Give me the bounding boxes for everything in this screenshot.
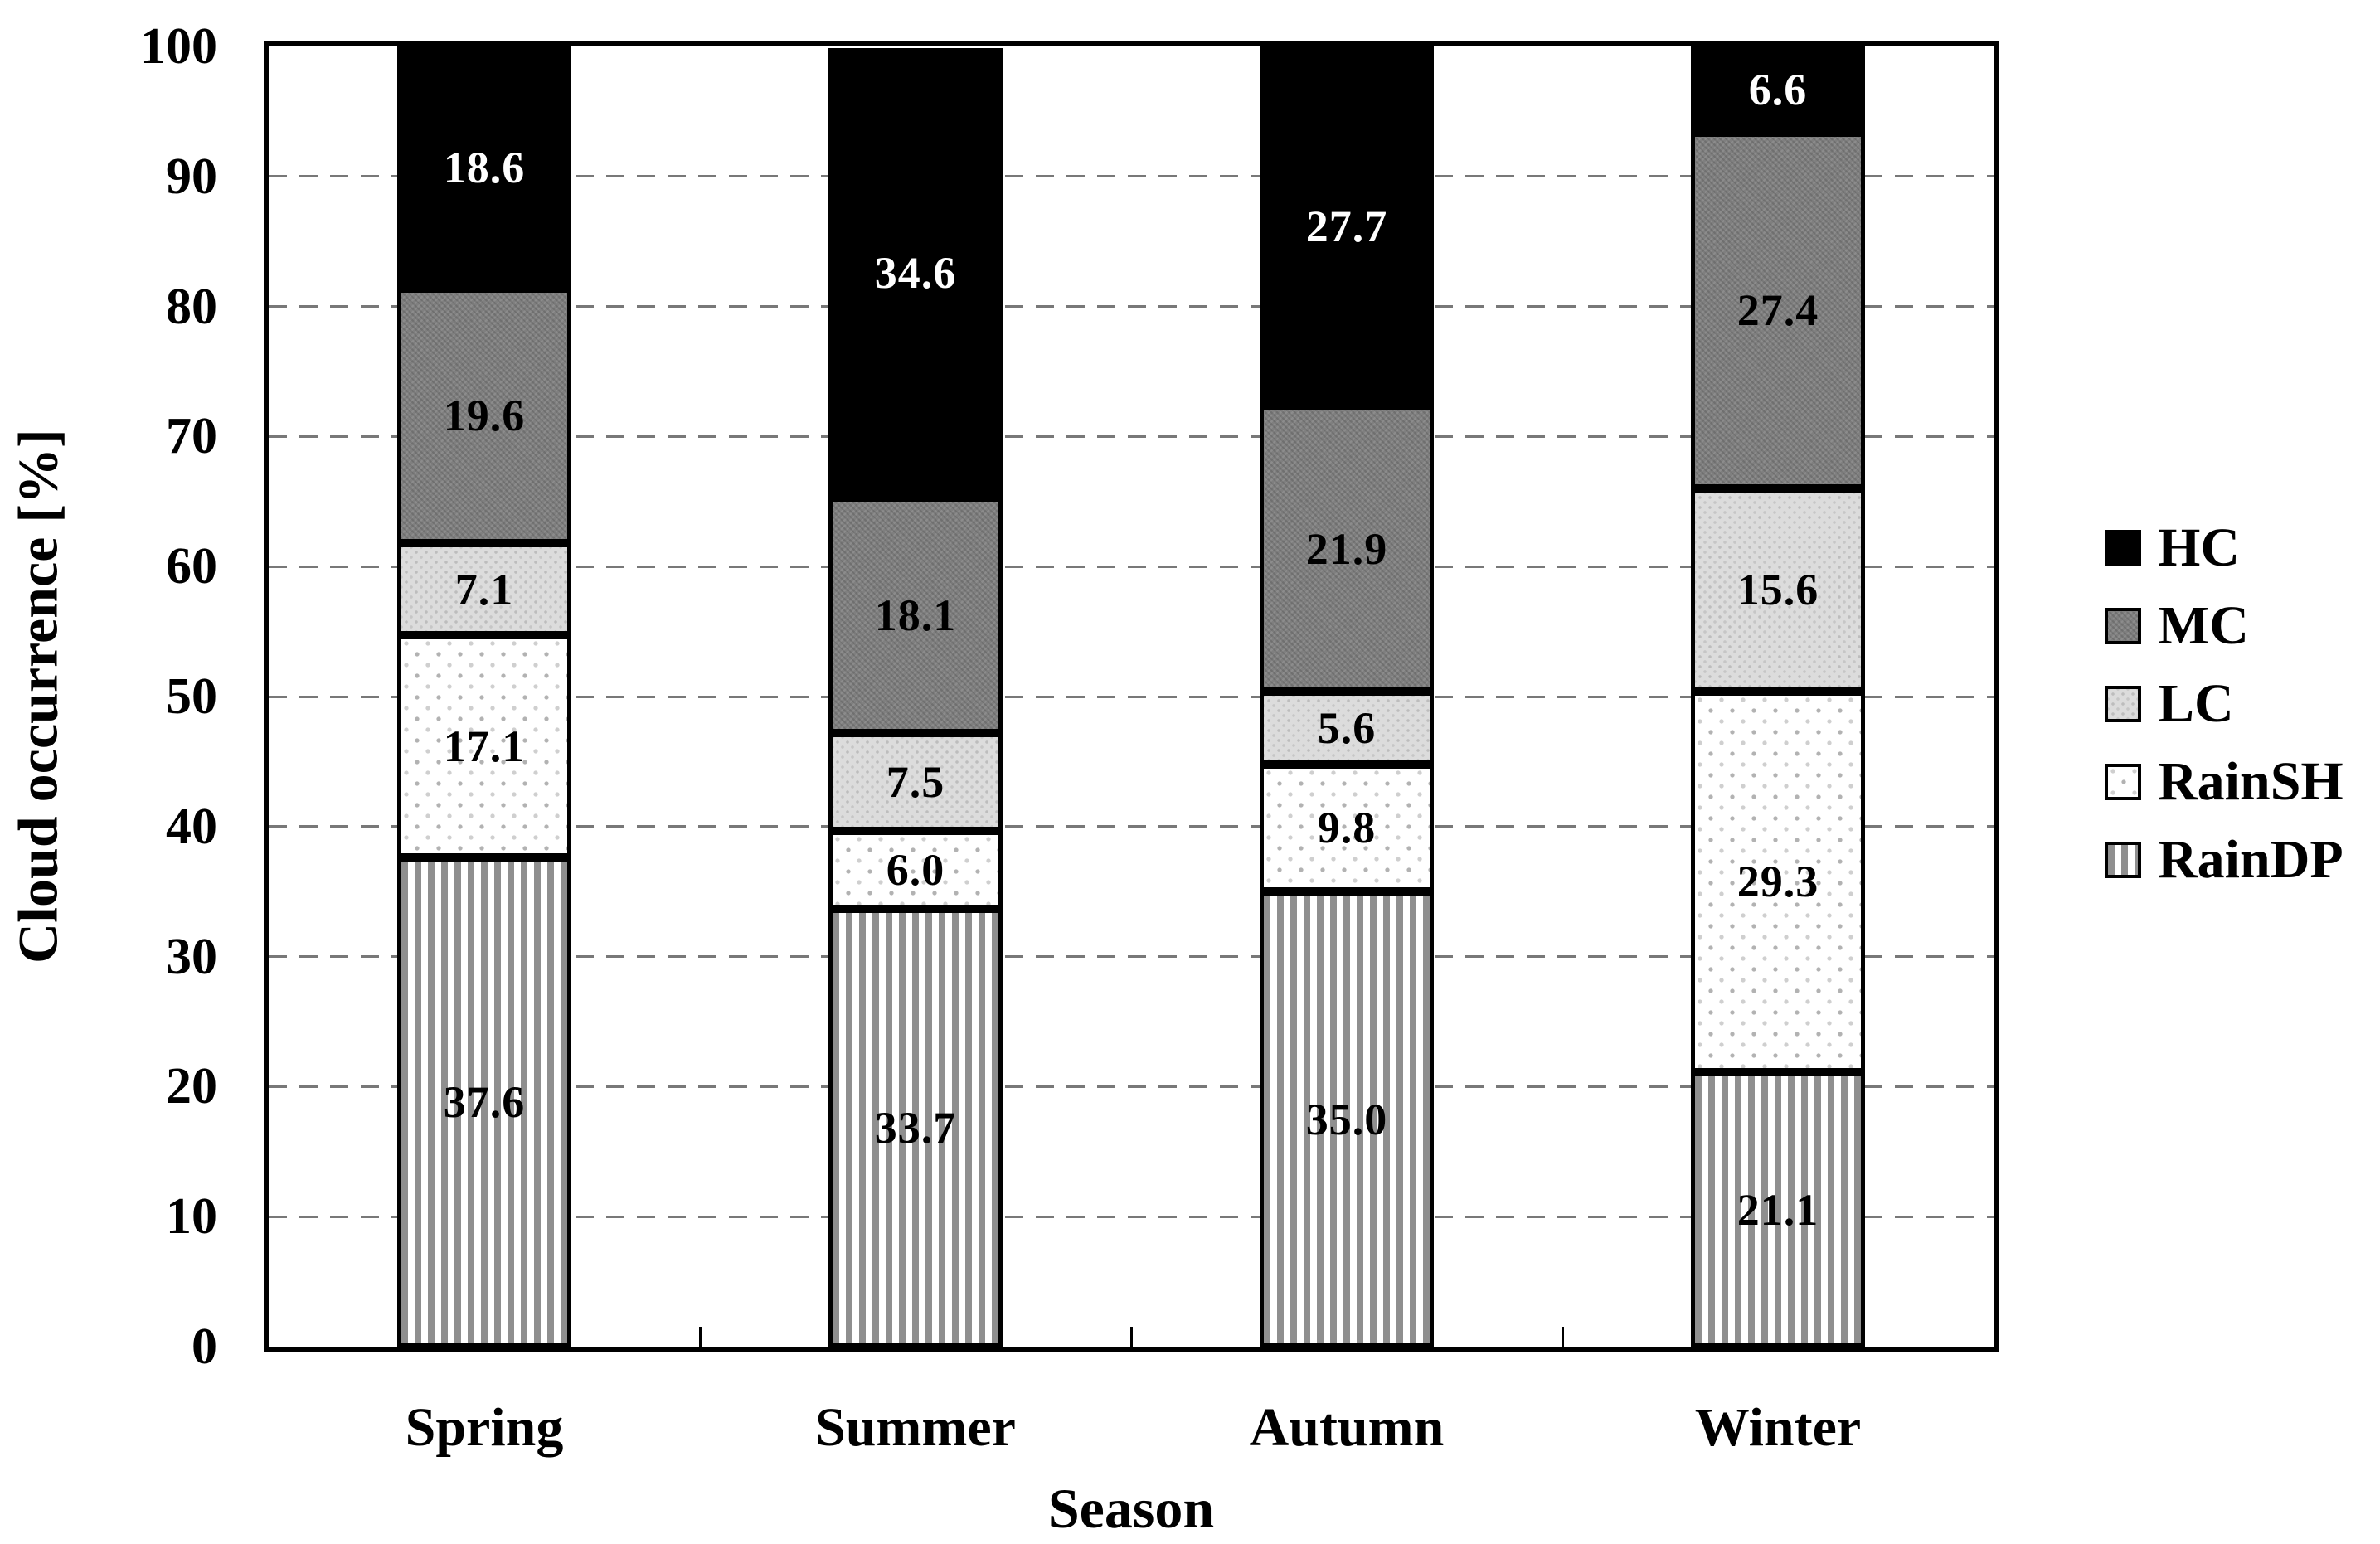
legend-label-RainSH: RainSH bbox=[2158, 751, 2344, 812]
bar-segment-LC-Spring: 7.1 bbox=[397, 543, 571, 636]
segment-value-label: 9.8 bbox=[1317, 803, 1377, 853]
y-tick-label-50: 50 bbox=[166, 668, 217, 725]
bar-segment-MC-Spring: 19.6 bbox=[397, 288, 571, 543]
gridline-20 bbox=[269, 1085, 1994, 1088]
segment-value-label: 7.1 bbox=[454, 564, 514, 614]
bar-segment-RainDP-Spring: 37.6 bbox=[397, 857, 571, 1347]
x-category-label-Spring: Spring bbox=[405, 1397, 564, 1458]
bar-segment-HC-Winter: 6.6 bbox=[1691, 46, 1865, 133]
legend-item-HC: HC bbox=[2105, 521, 2344, 575]
legend-label-MC: MC bbox=[2158, 595, 2249, 656]
x-axis-boundary-tick bbox=[1561, 1327, 1564, 1347]
y-tick-label-90: 90 bbox=[166, 148, 217, 205]
y-tick-label-80: 80 bbox=[166, 278, 217, 335]
bar-segment-RainDP-Summer: 33.7 bbox=[828, 908, 1003, 1347]
bar-segment-RainSH-Winter: 29.3 bbox=[1691, 691, 1865, 1073]
segment-value-label: 29.3 bbox=[1736, 857, 1819, 907]
segment-value-label: 21.9 bbox=[1305, 524, 1388, 575]
legend-item-LC: LC bbox=[2105, 677, 2344, 731]
x-category-label-Autumn: Autumn bbox=[1249, 1397, 1445, 1458]
y-tick-label-70: 70 bbox=[166, 408, 217, 465]
bar-segment-LC-Winter: 15.6 bbox=[1691, 488, 1865, 692]
legend-item-RainSH: RainSH bbox=[2105, 755, 2344, 809]
segment-value-label: 17.1 bbox=[443, 721, 526, 772]
x-axis-boundary-tick bbox=[698, 1327, 702, 1347]
segment-value-label: 37.6 bbox=[443, 1077, 526, 1128]
y-tick-label-20: 20 bbox=[166, 1058, 217, 1115]
legend-swatch-LC bbox=[2105, 686, 2141, 722]
bar-segment-HC-Spring: 18.6 bbox=[397, 46, 571, 289]
gridline-80 bbox=[269, 305, 1994, 308]
bar-segment-MC-Autumn: 21.9 bbox=[1260, 406, 1434, 692]
gridline-60 bbox=[269, 565, 1994, 568]
y-tick-label-10: 10 bbox=[166, 1188, 217, 1245]
segment-value-label: 15.6 bbox=[1736, 565, 1819, 615]
bar-segment-RainSH-Summer: 6.0 bbox=[828, 830, 1003, 909]
x-category-label-Summer: Summer bbox=[815, 1397, 1016, 1458]
bar-segment-RainSH-Autumn: 9.8 bbox=[1260, 764, 1434, 892]
gridline-70 bbox=[269, 435, 1994, 438]
legend-swatch-RainDP bbox=[2105, 842, 2141, 878]
legend-label-HC: HC bbox=[2158, 517, 2240, 578]
y-tick-label-100: 100 bbox=[140, 18, 217, 75]
segment-value-label: 33.7 bbox=[874, 1102, 957, 1153]
segment-value-label: 34.6 bbox=[874, 247, 957, 298]
gridline-30 bbox=[269, 955, 1994, 959]
segment-value-label: 21.1 bbox=[1736, 1184, 1819, 1235]
segment-value-label: 5.6 bbox=[1317, 702, 1377, 753]
legend: HC MC LC RainSH RainDP bbox=[2105, 521, 2344, 917]
segment-value-label: 19.6 bbox=[443, 391, 526, 441]
segment-value-label: 7.5 bbox=[886, 756, 945, 807]
bar-segment-LC-Summer: 7.5 bbox=[828, 732, 1003, 831]
segment-value-label: 27.4 bbox=[1736, 285, 1819, 336]
segment-value-label: 27.7 bbox=[1305, 201, 1388, 252]
x-axis-boundary-tick bbox=[1129, 1327, 1133, 1347]
y-tick-label-0: 0 bbox=[192, 1318, 217, 1375]
x-category-label-Winter: Winter bbox=[1694, 1397, 1862, 1458]
gridline-50 bbox=[269, 695, 1994, 698]
bar-segment-RainSH-Spring: 17.1 bbox=[397, 635, 571, 858]
y-tick-label-30: 30 bbox=[166, 928, 217, 985]
bar-segment-LC-Autumn: 5.6 bbox=[1260, 691, 1434, 765]
legend-swatch-MC bbox=[2105, 608, 2141, 644]
y-tick-label-60: 60 bbox=[166, 538, 217, 595]
segment-value-label: 35.0 bbox=[1305, 1094, 1388, 1144]
legend-item-RainDP: RainDP bbox=[2105, 833, 2344, 887]
y-tick-label-40: 40 bbox=[166, 798, 217, 855]
segment-value-label: 18.1 bbox=[874, 590, 957, 640]
legend-item-MC: MC bbox=[2105, 599, 2344, 653]
gridline-40 bbox=[269, 825, 1994, 828]
legend-label-LC: LC bbox=[2158, 673, 2234, 734]
bar-segment-HC-Summer: 34.6 bbox=[828, 47, 1003, 498]
bar-segment-HC-Autumn: 27.7 bbox=[1260, 46, 1434, 407]
segment-value-label: 18.6 bbox=[443, 142, 526, 192]
bar-segment-RainDP-Winter: 21.1 bbox=[1691, 1072, 1865, 1347]
segment-value-label: 6.0 bbox=[886, 844, 945, 895]
bar-segment-MC-Winter: 27.4 bbox=[1691, 132, 1865, 489]
segment-value-label: 6.6 bbox=[1748, 64, 1808, 114]
bar-segment-RainDP-Autumn: 35.0 bbox=[1260, 891, 1434, 1347]
x-axis-title: Season bbox=[1047, 1477, 1215, 1540]
bar-segment-MC-Summer: 18.1 bbox=[828, 498, 1003, 733]
gridline-10 bbox=[269, 1215, 1994, 1218]
legend-swatch-HC bbox=[2105, 530, 2141, 566]
legend-label-RainDP: RainDP bbox=[2158, 829, 2344, 890]
legend-swatch-RainSH bbox=[2105, 764, 2141, 800]
gridline-90 bbox=[269, 175, 1994, 178]
plot-area: 37.6 17.1 7.1 19.6 18.6 33.7 6.0 7.5 18.1 34.6 35.… bbox=[264, 41, 1999, 1352]
